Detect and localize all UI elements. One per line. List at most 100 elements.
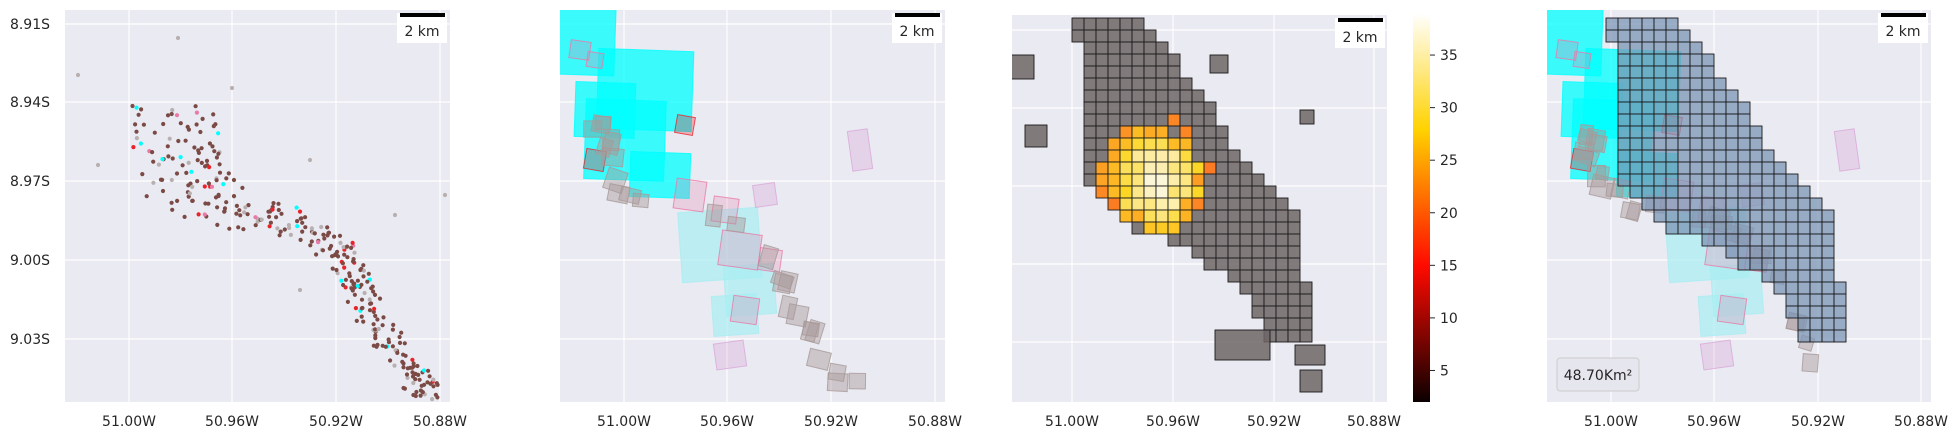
location-point bbox=[354, 318, 359, 323]
grid-cell bbox=[1083, 113, 1097, 127]
grid-cell bbox=[1131, 173, 1145, 187]
location-point bbox=[397, 340, 403, 345]
grid-cell bbox=[1107, 149, 1121, 163]
grid-cell bbox=[1107, 197, 1121, 211]
grid-cell bbox=[1263, 185, 1277, 199]
grid-cell bbox=[1299, 281, 1313, 295]
grid-cell bbox=[1155, 149, 1169, 163]
location-point bbox=[170, 207, 175, 212]
location-point bbox=[270, 207, 275, 212]
grid-cell bbox=[1263, 257, 1277, 271]
location-point bbox=[170, 107, 175, 113]
coverage-cell bbox=[1737, 149, 1751, 163]
location-point bbox=[279, 211, 284, 216]
coverage-cell bbox=[1629, 125, 1643, 139]
location-point bbox=[355, 283, 360, 289]
coverage-cell bbox=[1629, 161, 1643, 175]
grid-cell bbox=[1191, 233, 1205, 247]
coverage-cell bbox=[1713, 89, 1727, 103]
grid-cell bbox=[1287, 245, 1301, 259]
x-tick-label: 50.88W bbox=[1347, 414, 1401, 430]
grid-cell bbox=[1263, 305, 1277, 319]
y-tick-label: 9.00S bbox=[10, 253, 50, 269]
coverage-cell bbox=[1605, 17, 1619, 31]
coverage-cell bbox=[1749, 161, 1763, 175]
coverage-cell bbox=[1641, 89, 1655, 103]
location-point bbox=[381, 315, 386, 320]
coverage-cell bbox=[1761, 221, 1775, 235]
coverage-cell bbox=[1809, 233, 1823, 247]
grid-cell bbox=[1191, 113, 1205, 127]
footprint-tile bbox=[785, 303, 810, 328]
location-point bbox=[395, 350, 400, 355]
grid-cell bbox=[1263, 281, 1277, 295]
panel-points-grid bbox=[65, 10, 450, 402]
location-point bbox=[418, 388, 423, 393]
location-point bbox=[214, 155, 219, 160]
coverage-cell bbox=[1737, 185, 1751, 199]
footprint-tile bbox=[585, 50, 605, 70]
grid-cell bbox=[1287, 233, 1301, 247]
grid-cell bbox=[1155, 113, 1169, 127]
location-point bbox=[430, 397, 435, 402]
grid-cell bbox=[1131, 29, 1145, 43]
coverage-cell bbox=[1737, 197, 1751, 211]
coverage-cell bbox=[1677, 113, 1691, 127]
location-point bbox=[337, 233, 343, 238]
coverage-cell bbox=[1785, 281, 1799, 295]
coverage-cell bbox=[1653, 77, 1667, 91]
coverage-cell bbox=[1665, 53, 1679, 67]
grid-cell bbox=[1131, 149, 1145, 163]
location-point bbox=[372, 306, 377, 311]
coverage-cell bbox=[1821, 257, 1835, 271]
footprint-tile bbox=[1699, 339, 1735, 371]
grid-cell bbox=[1251, 221, 1265, 235]
coverage-cell bbox=[1665, 161, 1679, 175]
location-point bbox=[349, 286, 354, 291]
coverage-cell bbox=[1629, 65, 1643, 79]
location-point bbox=[180, 163, 185, 168]
grid-cell bbox=[1203, 185, 1217, 199]
coverage-cell bbox=[1677, 197, 1691, 211]
location-point bbox=[278, 229, 283, 234]
location-point bbox=[390, 344, 395, 349]
location-point bbox=[213, 195, 219, 200]
grid-cell bbox=[1143, 77, 1157, 91]
area-label: 48.70Km² bbox=[1564, 368, 1633, 384]
coverage-cell bbox=[1665, 29, 1679, 43]
coverage-cell bbox=[1713, 149, 1727, 163]
location-point bbox=[196, 150, 201, 155]
x-tick-label: 50.96W bbox=[700, 414, 754, 430]
location-point bbox=[345, 255, 350, 260]
grid-cell bbox=[1263, 197, 1277, 211]
location-point bbox=[410, 374, 416, 379]
grid-cell bbox=[1155, 137, 1169, 151]
location-point bbox=[190, 198, 195, 203]
location-point bbox=[361, 268, 366, 273]
grid-cell bbox=[1215, 125, 1229, 139]
location-point bbox=[227, 226, 232, 231]
location-point bbox=[345, 299, 350, 304]
location-point bbox=[401, 385, 406, 391]
coverage-cell bbox=[1737, 125, 1751, 139]
coverage-cell bbox=[1701, 77, 1715, 91]
location-point bbox=[216, 151, 221, 156]
grid-cell bbox=[1263, 269, 1277, 283]
coverage-cell bbox=[1725, 209, 1739, 223]
location-point bbox=[271, 201, 276, 206]
coverage-cell bbox=[1653, 125, 1667, 139]
x-tick-label: 50.96W bbox=[1146, 414, 1200, 430]
location-point bbox=[314, 252, 319, 257]
coverage-cell bbox=[1689, 221, 1703, 235]
grid-cell bbox=[1179, 233, 1193, 247]
grid-cell bbox=[1143, 89, 1157, 103]
coverage-cell bbox=[1677, 221, 1691, 235]
location-point bbox=[234, 211, 239, 216]
panel-points-background bbox=[65, 10, 450, 402]
grid-cell bbox=[1287, 257, 1301, 271]
location-point bbox=[209, 184, 215, 189]
grid-cell bbox=[1287, 317, 1301, 331]
coverage-cell bbox=[1809, 317, 1823, 331]
location-point bbox=[202, 212, 207, 217]
grid-cell bbox=[1131, 65, 1145, 79]
